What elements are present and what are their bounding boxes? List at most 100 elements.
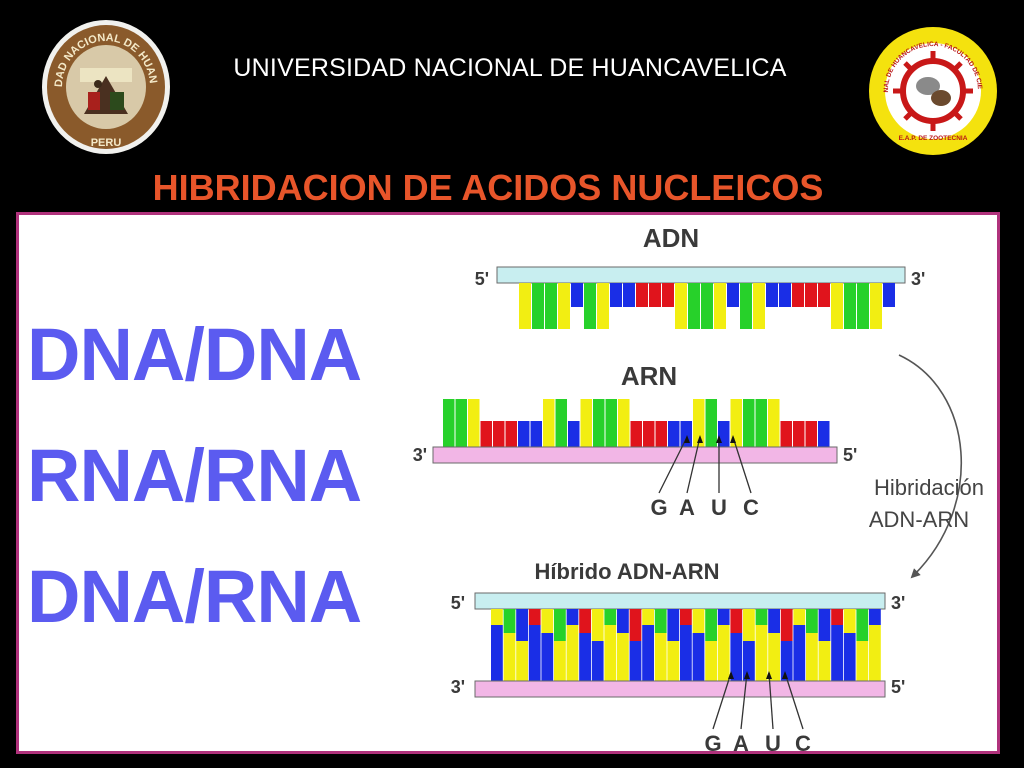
base-pointer-line <box>712 672 732 730</box>
arn-base <box>518 421 530 447</box>
hybrid-base-lower <box>617 633 629 681</box>
university-seal-icon: UNIVERSIDAD NACIONAL DE HUANCAVELICA PER… <box>40 18 170 154</box>
adn-base <box>857 283 869 329</box>
hybrid-base-lower <box>856 641 869 681</box>
hybrid-base-lower <box>541 633 554 681</box>
hybrid-base-upper <box>730 609 743 633</box>
arn-base <box>768 399 780 447</box>
adn-base <box>571 283 583 307</box>
arn-base <box>630 421 642 447</box>
base-label-G: G <box>704 731 721 751</box>
adn-base <box>870 283 882 329</box>
faculty-seal-icon: UNIVERSIDAD NACIONAL DE HUANCAVELICA - F… <box>866 24 997 155</box>
arn-base <box>555 399 567 447</box>
hybrid-base-lower <box>743 641 755 681</box>
hybrid-base-lower <box>528 625 541 681</box>
adn-title: ADN <box>643 223 699 253</box>
hybrid-base-upper <box>617 609 629 633</box>
base-pointer-line <box>784 672 804 730</box>
arn-base <box>655 421 667 447</box>
hybrid-base-upper <box>629 609 642 641</box>
label-rna-rna: RNA/RNA <box>27 434 362 517</box>
hybrid-base-lower <box>642 625 654 681</box>
adn-base <box>779 283 791 307</box>
hybrid-base-lower <box>629 641 642 681</box>
hybrid-base-upper <box>491 609 503 625</box>
hybrid-base-lower <box>680 625 692 681</box>
adn-base <box>636 283 648 307</box>
adn-base <box>545 283 557 329</box>
hybrid-base-lower <box>579 633 591 681</box>
arn-base <box>693 399 705 447</box>
base-label-G: G <box>650 495 667 520</box>
base-label-A: A <box>679 495 695 520</box>
hybrid-title: Híbrido ADN-ARN <box>535 559 720 584</box>
hybrid-base-upper <box>642 609 654 625</box>
right-seal-bottom-text: E.A.P. DE ZOOTECNIA <box>899 135 968 142</box>
hybrid-bottom-left: 3' <box>451 677 465 697</box>
hybrid-base-lower <box>768 633 780 681</box>
hybrid-base-lower <box>831 625 843 681</box>
arn-base <box>455 399 467 447</box>
adn-base <box>584 283 596 329</box>
adn-base <box>558 283 570 329</box>
adn-base <box>714 283 726 329</box>
content-panel: DNA/DNA RNA/RNA DNA/RNA ADN 5' 3' ARN 3'… <box>16 212 1000 754</box>
arn-bases <box>443 399 830 447</box>
arn-base <box>805 421 817 447</box>
base-pointer-head <box>684 435 690 443</box>
hybridization-arrow <box>898 354 963 579</box>
arrow-label-line1: Hibridación <box>874 475 984 500</box>
hybrid-base-upper <box>541 609 554 633</box>
hybrid-base-lower <box>806 633 818 681</box>
hybrid-bases <box>491 609 881 681</box>
hybrid-base-upper <box>591 609 604 641</box>
hybrid-base-lower <box>793 625 806 681</box>
label-dna-rna: DNA/RNA <box>27 555 362 638</box>
arn-base <box>780 421 792 447</box>
adn-base <box>740 283 752 329</box>
adn-base <box>727 283 739 307</box>
hybrid-base-lower <box>755 625 768 681</box>
arn-base <box>480 421 492 447</box>
adn-base <box>662 283 674 307</box>
hybrid-base-lower <box>591 641 604 681</box>
hybrid-bottom-right: 5' <box>891 677 905 697</box>
base-pointer-head <box>697 435 703 443</box>
base-pointer-head <box>716 435 722 443</box>
hybrid-base-upper <box>717 609 730 625</box>
hybrid-base-lower <box>730 633 743 681</box>
hybrid-base-upper <box>680 609 692 625</box>
adn-bases <box>519 283 895 329</box>
adn-base <box>532 283 544 329</box>
hybrid-base-upper <box>579 609 591 633</box>
base-label-U: U <box>711 495 727 520</box>
arn-base <box>530 421 542 447</box>
base-pointer-head <box>744 671 750 679</box>
hybrid-base-upper <box>516 609 528 641</box>
base-pointer-head <box>782 671 788 679</box>
arn-base <box>543 399 555 447</box>
arn-title: ARN <box>621 361 677 391</box>
arn-base <box>643 421 655 447</box>
arn-base <box>793 421 805 447</box>
adn-base <box>519 283 531 329</box>
hybrid-base-lower <box>667 641 680 681</box>
hybrid-base-upper <box>503 609 516 633</box>
base-pointer-line <box>732 436 752 494</box>
hybrid-dna-strand <box>474 592 886 610</box>
hybrid-base-lower <box>566 625 579 681</box>
base-pointer-head <box>730 435 736 443</box>
arn-base <box>730 399 742 447</box>
hybrid-rna-strand <box>474 680 886 698</box>
hybrid-base-upper <box>566 609 579 625</box>
hybrid-base-upper <box>806 609 818 633</box>
adn-base <box>844 283 856 329</box>
hybrid-base-lower <box>516 641 528 681</box>
adn-base <box>701 283 713 329</box>
arn-base <box>593 399 605 447</box>
adn-base <box>818 283 830 307</box>
hybrid-base-upper <box>869 609 881 625</box>
adn-strand <box>496 266 906 284</box>
